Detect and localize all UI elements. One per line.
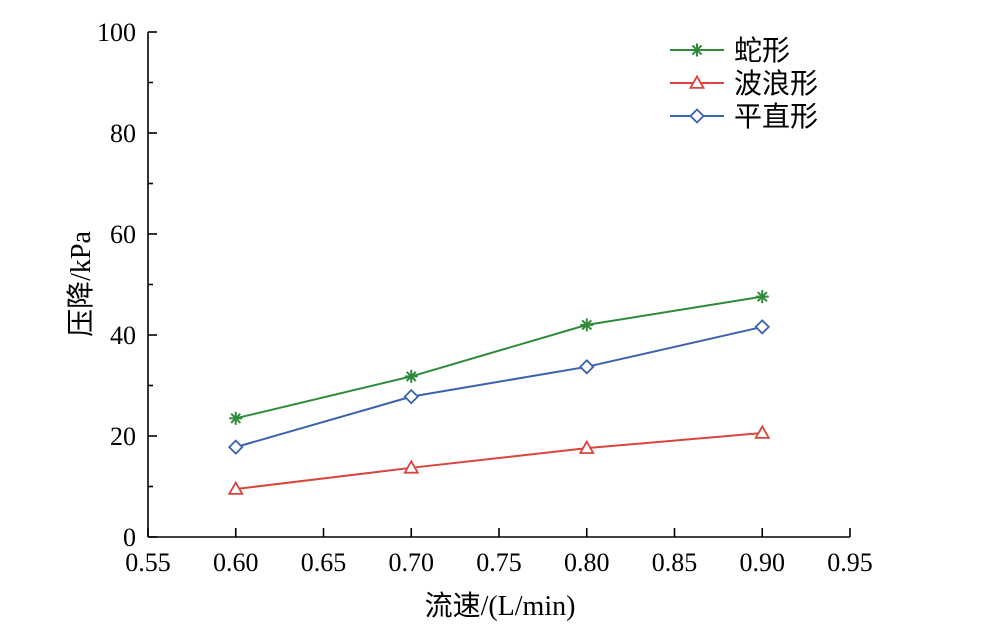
data-point (404, 369, 418, 383)
x-tick-label: 0.55 (125, 548, 171, 577)
y-tick-label: 20 (110, 422, 136, 451)
data-point (227, 480, 244, 495)
x-tick-label: 0.75 (476, 548, 522, 577)
legend-marker (688, 74, 706, 89)
ticks (147, 31, 851, 538)
x-tick-label: 0.95 (827, 548, 873, 577)
y-tick-label: 80 (110, 119, 136, 148)
series-line (235, 431, 763, 491)
x-tick-label: 0.65 (301, 548, 347, 577)
x-tick-label: 0.60 (213, 548, 259, 577)
series-layer (227, 290, 771, 495)
y-tick-label: 40 (110, 321, 136, 350)
legend-entry: 蛇形 (670, 35, 790, 67)
x-axis-label: 流速/(L/min) (425, 590, 576, 622)
y-axis-label: 压降/kPa (65, 231, 97, 337)
legend-marker (689, 108, 705, 124)
series-1 (227, 424, 771, 495)
data-point (229, 411, 243, 425)
y-tick-label: 100 (97, 18, 136, 47)
legend-label: 平直形 (734, 101, 818, 133)
data-point (403, 459, 420, 474)
data-point (580, 318, 594, 332)
data-point (227, 439, 244, 455)
data-point (578, 359, 595, 375)
data-point (754, 319, 771, 335)
legend-label: 波浪形 (734, 68, 818, 100)
y-tick-label: 60 (110, 220, 136, 249)
series-0 (229, 290, 769, 425)
x-tick-label: 0.90 (740, 548, 786, 577)
y-tick-label: 0 (123, 523, 136, 552)
series-line (235, 325, 763, 449)
series-line (235, 295, 763, 420)
tick-labels: 0.55 0.60 0.65 0.70 0.75 0.80 0.85 0.90 0.95 0 20 4… (97, 18, 873, 577)
x-tick-label: 0.85 (652, 548, 698, 577)
data-point (755, 290, 769, 304)
x-tick-label: 0.80 (564, 548, 610, 577)
data-point (578, 439, 595, 454)
legend-entry: 波浪形 (670, 68, 818, 100)
series-2 (227, 319, 771, 455)
legend-marker (690, 43, 704, 57)
legend-label: 蛇形 (734, 35, 790, 67)
data-point (754, 424, 771, 439)
data-point (403, 388, 420, 405)
x-tick-label: 0.70 (389, 548, 435, 577)
legend-entry: 平直形 (670, 101, 818, 133)
